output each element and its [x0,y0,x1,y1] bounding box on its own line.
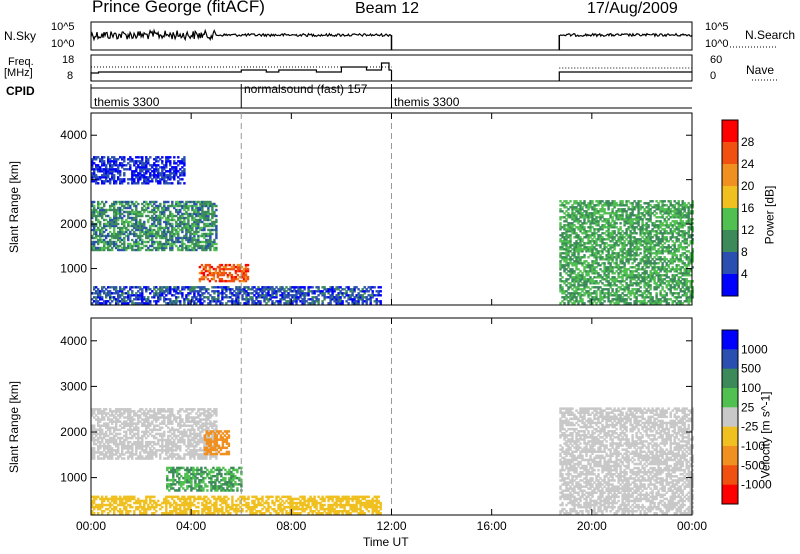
power-colorbar-swatch [722,120,738,143]
power-colorbar-swatch [722,252,738,275]
x-tick-label: 08:00 [276,519,306,533]
velocity-colorbar-frame [721,329,739,505]
power-ytick-label: 3000 [60,173,87,187]
velocity-colorbar-tick: 25 [741,400,755,414]
velocity-colorbar-tick: -100 [741,439,765,453]
nave-tick-top: 60 [710,54,723,66]
velocity-ytick-label: 1000 [60,471,87,485]
power-ytick-label: 1000 [60,262,87,276]
x-tick-label: 16:00 [477,519,507,533]
cpid-segment: themis 3300 [94,95,160,109]
velocity-colorbar-tick: 500 [741,362,761,376]
velocity-colorbar-tick: 1000 [741,342,768,356]
velocity-ytick-label: 4000 [60,334,87,348]
power-colorbar-swatch [722,186,738,209]
power-colorbar-tick: 12 [741,223,755,237]
power-ytick-label: 2000 [60,217,87,231]
nsky-tick-bottom: 10^0 [51,38,75,50]
beam-label: Beam 12 [355,0,420,17]
x-tick-label: 00:00 [76,519,106,533]
velocity-colorbar-tick: -25 [741,420,759,434]
nave-label: Nave [746,63,775,77]
power-colorbar-tick: 28 [741,135,755,149]
nsearch-tick-top: 10^5 [705,21,729,33]
velocity-colorbar-swatch [722,388,738,408]
x-tick-label: 20:00 [577,519,607,533]
power-colorbar-tick: 24 [741,157,755,171]
velocity-colorbar-swatch [722,407,738,428]
x-tick-label: 12:00 [376,519,406,533]
x-tick-label: 04:00 [176,519,206,533]
velocity-colorbar-swatch [722,484,738,505]
freq-unit: [MHz] [4,67,33,79]
power-cells [91,156,694,305]
date-label: 17/Aug/2009 [587,0,678,17]
velocity-colorbar-swatch [722,349,738,370]
velocity-colorbar-swatch [722,426,738,447]
velocity-ytick-label: 2000 [60,425,87,439]
velocity-colorbar-tick: 100 [741,381,761,395]
power-colorbar-tick: 4 [741,267,748,281]
velocity-colorbar-swatch [722,446,738,466]
cpid-segment: normalsound (fast) 157 [244,82,368,96]
velocity-cells [91,407,694,515]
freq-label: Freq. [8,56,34,68]
power-colorbar-swatch [722,208,738,231]
station-title: Prince George (fitACF) [92,0,265,16]
power-colorbar-swatch [722,230,738,253]
velocity-colorbar-tick: -1000 [741,478,772,492]
velocity-colorbar-swatch [722,465,738,486]
nave-tick-bottom: 0 [710,70,717,82]
nsearch-tick-bottom: 10^0 [705,38,729,50]
power-ytick-label: 4000 [60,128,87,142]
freq-trace [558,71,692,81]
velocity-colorbar-swatch [722,368,738,389]
velocity-colorbar-tick: -500 [741,458,765,472]
power-colorbar-swatch [722,164,738,187]
freq-tick-bottom: 8 [67,70,74,82]
velocity-ytick-label: 3000 [60,379,87,393]
power-colorbar-swatch [722,274,738,297]
power-colorbar-tick: 16 [741,201,755,215]
velocity-colorbar-swatch [722,330,738,350]
nsky-trace [90,28,693,42]
power-colorbar-frame [721,119,739,297]
power-colorbar-tick: 8 [741,245,748,259]
power-colorbar-tick: 20 [741,179,755,193]
cpid-label: CPID [6,84,35,98]
cpid-segment: themis 3300 [394,95,460,109]
freq-trace [91,62,392,74]
nsky-label: N.Sky [4,29,37,43]
freq-tick-top: 18 [62,54,75,66]
power-colorbar-swatch [722,142,738,165]
x-tick-label: 00:00 [677,519,707,533]
x-axis-label: Time UT [363,535,409,549]
nsky-tick-top: 10^5 [51,21,75,33]
nsearch-label: N.Search [745,28,796,42]
